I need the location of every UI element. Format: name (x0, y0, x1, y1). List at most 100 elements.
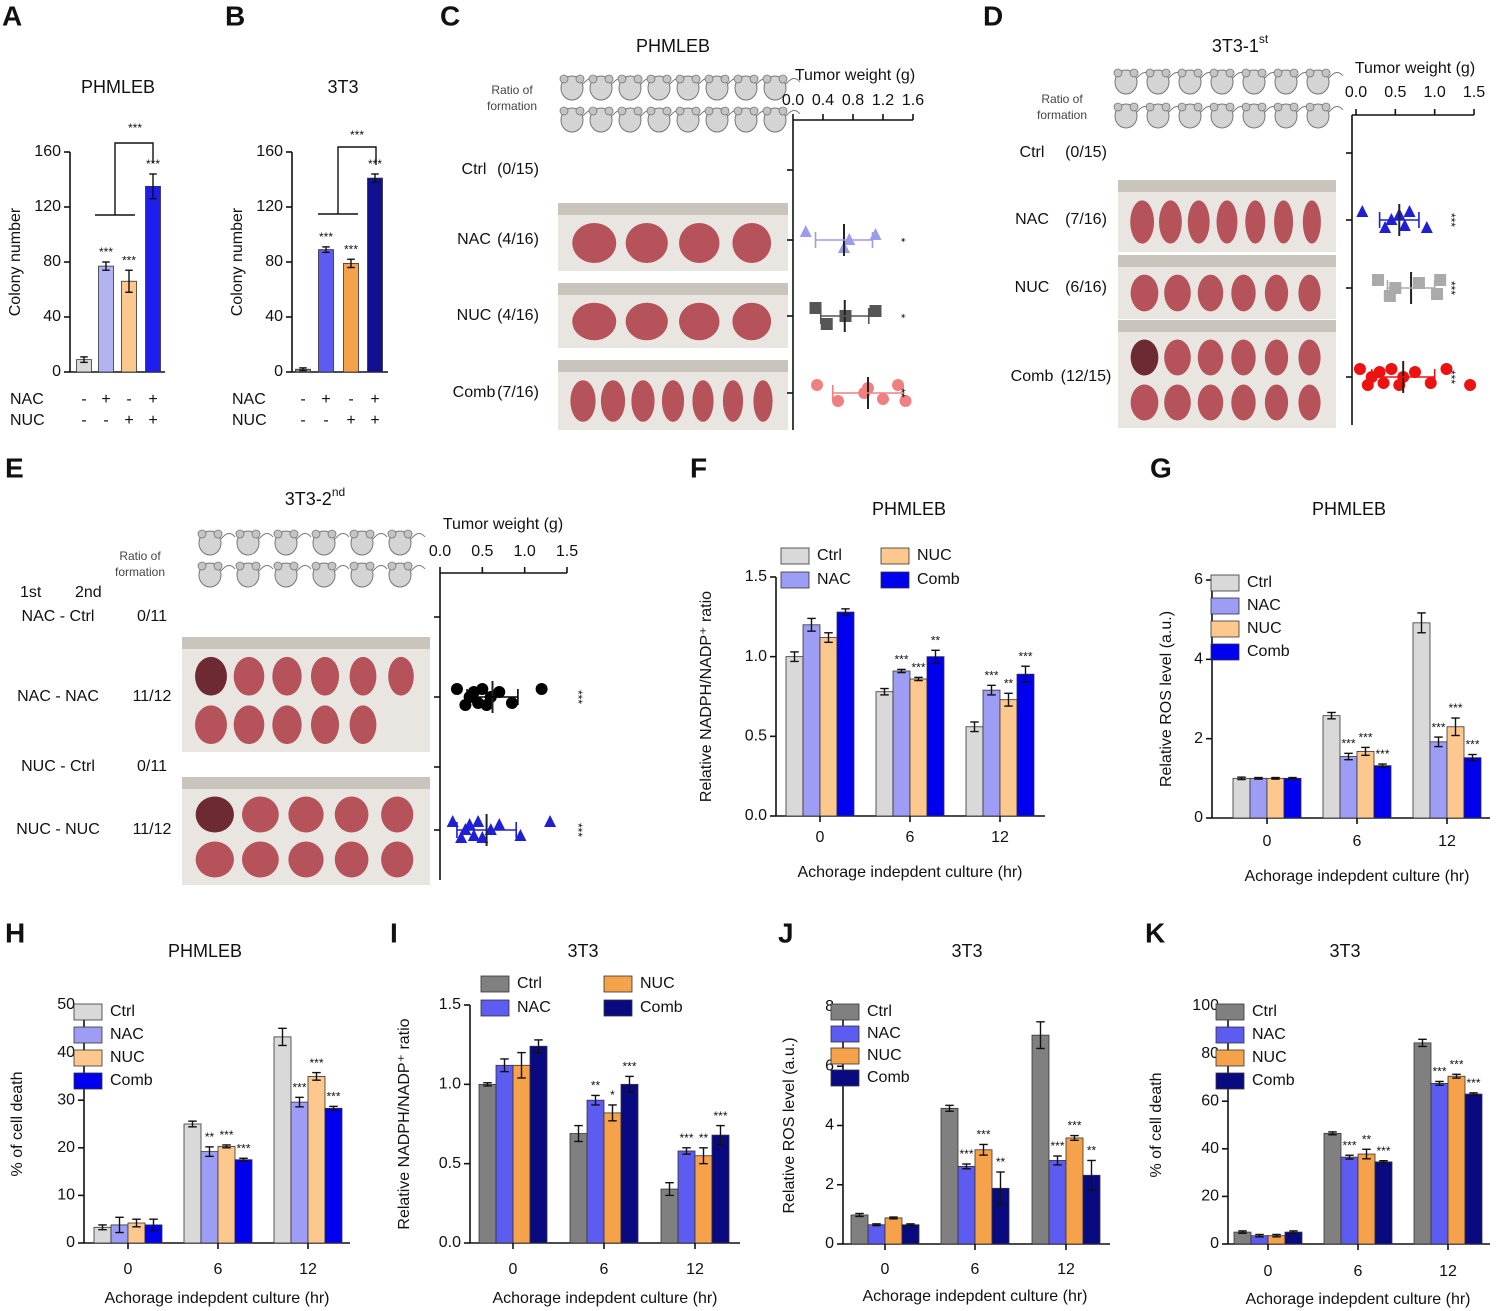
tumor (625, 223, 668, 263)
y-tick-label: 40 (1201, 1140, 1219, 1157)
mouse-ear (778, 74, 788, 84)
legend-label: Ctrl (1247, 574, 1272, 591)
significance: *** (1444, 213, 1458, 227)
group-name: NUC - NUC (16, 821, 100, 838)
bar (1374, 1161, 1393, 1245)
mouse-ear (778, 106, 788, 116)
legend-label: NAC (1247, 597, 1281, 614)
bar (660, 1188, 679, 1244)
bar (1322, 715, 1341, 819)
bracket (95, 142, 154, 216)
mouse-ear (349, 529, 359, 539)
legend-swatch (1210, 643, 1240, 661)
x-tick-label: 6 (600, 1261, 609, 1278)
x-tick-label: 0 (1264, 1263, 1273, 1280)
bracket (318, 146, 377, 215)
x-axis-label: Achorage indepdent culture (hr) (104, 1290, 329, 1307)
y-tick-label: 6 (1194, 571, 1203, 588)
mouse-ear (251, 561, 261, 571)
panel-label: K (1145, 917, 1165, 948)
bar (343, 262, 359, 373)
significance: *** (894, 653, 908, 667)
y-tick-label: 0.5 (439, 1155, 461, 1172)
tumor (1298, 384, 1321, 421)
tumor (1264, 339, 1289, 376)
x-tick-label: 12 (1057, 1261, 1075, 1278)
mouse-tail (785, 110, 801, 117)
title-superscript: st (1259, 32, 1269, 46)
y-tick-label: 0.5 (745, 728, 767, 745)
legend-label: Comb (917, 571, 960, 588)
photo-ruler (558, 203, 788, 215)
x-axis-label: Achorage indepdent culture (hr) (797, 864, 1022, 881)
mouse-ear (662, 106, 672, 116)
dot-group (809, 300, 882, 332)
tumor (1216, 200, 1238, 244)
title-text: 3T3 (951, 941, 982, 961)
x-axis-label: Tumor weight (g) (443, 516, 563, 533)
tumor (753, 380, 773, 422)
tumor (1264, 384, 1289, 421)
panel-label: J (778, 917, 794, 948)
data-point (1403, 205, 1416, 217)
group-name: NUC (1015, 279, 1050, 296)
tumor (1164, 339, 1191, 376)
bar (307, 1076, 326, 1244)
mouse-ear (617, 74, 627, 84)
group-ratio: 11/12 (133, 688, 172, 705)
mouse-ear (1321, 68, 1331, 78)
group-name: Ctrl (462, 161, 487, 178)
significance: *** (1432, 1065, 1446, 1079)
tumor (1264, 274, 1289, 312)
tumor (1187, 200, 1210, 244)
row-sign: + (101, 391, 110, 408)
significance: *** (1465, 738, 1479, 752)
mouse-ear (646, 74, 656, 84)
data-point (1353, 363, 1366, 375)
significance: ** (931, 633, 941, 647)
group-ratio: (6/16) (1065, 279, 1107, 296)
row-sign: + (148, 412, 157, 429)
legend-label: NUC (1247, 620, 1282, 637)
mouse-ear (733, 74, 743, 84)
mouse-ear (749, 106, 759, 116)
x-tick-label: 0 (124, 1261, 133, 1278)
mouse-ear (1241, 68, 1251, 78)
data-point (1440, 363, 1453, 375)
data-point (1412, 277, 1425, 289)
panel-title: 3T3 (327, 77, 358, 97)
data-point (493, 686, 506, 698)
panel-label: C (440, 0, 460, 31)
legend-swatch (1210, 574, 1240, 592)
y-tick-label: 40 (265, 308, 283, 325)
bar (586, 1099, 605, 1244)
row-sign: - (323, 412, 328, 429)
group-name: NAC (1015, 211, 1049, 228)
row-sign: - (348, 391, 353, 408)
row-label: NUC (232, 412, 267, 429)
x-tick-label: 1.6 (902, 92, 924, 109)
mouse-tail (258, 533, 274, 540)
significance: ** (996, 1155, 1006, 1169)
bar (940, 1107, 959, 1245)
y-tick-label: 0 (274, 363, 283, 380)
mouse-ear (733, 106, 743, 116)
data-point (1434, 274, 1447, 286)
y-axis-label: % of cell death (1148, 1073, 1165, 1178)
x-tick-label: 6 (906, 829, 915, 846)
y-tick-label: 160 (256, 143, 283, 160)
bar (495, 1064, 514, 1244)
data-point (869, 305, 882, 317)
bar (1356, 750, 1375, 819)
y-tick-label: 4 (825, 1117, 834, 1134)
mouse-ear (762, 106, 772, 116)
dot-group (799, 224, 882, 256)
bar (694, 1155, 713, 1244)
y-tick-label: 80 (265, 253, 283, 270)
data-point (1377, 377, 1390, 389)
mouse-ear (387, 529, 397, 539)
legend-swatch (73, 1049, 103, 1067)
mouse-ear (1289, 68, 1299, 78)
bar (1232, 777, 1251, 819)
